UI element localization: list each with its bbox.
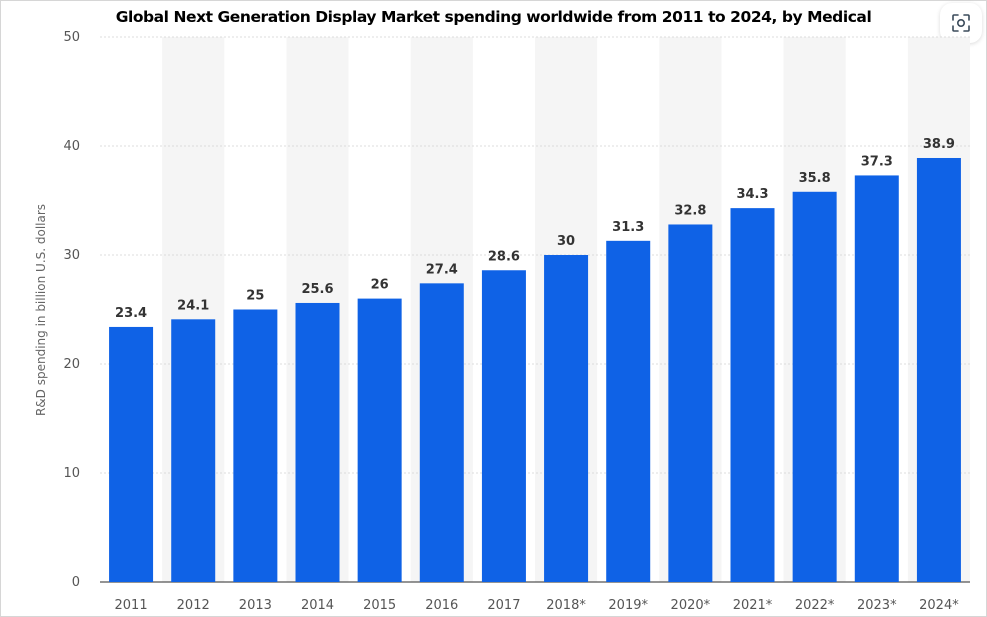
y-tick-label: 50 [63,30,80,45]
x-tick-label: 2014 [301,598,334,613]
y-tick-labels: 0 10 20 30 40 50 [63,30,80,590]
value-label: 32.8 [674,203,706,218]
value-label: 38.9 [923,137,955,152]
x-tick-label: 2015 [363,598,396,613]
bar[interactable] [171,319,216,582]
value-label: 30 [557,234,575,249]
bar[interactable] [233,309,278,583]
focus-expand-icon [952,14,970,32]
bars [109,157,961,583]
value-label: 26 [371,278,389,293]
x-tick-label: 2024* [919,598,959,613]
bar[interactable] [606,240,651,582]
y-axis-title: R&D spending in billion U.S. dollars [34,204,48,416]
x-tick-label: 2011 [115,598,148,613]
value-label: 31.3 [612,220,644,235]
y-tick-label: 0 [72,575,80,590]
x-tick-label: 2020* [671,598,711,613]
value-label: 23.4 [115,306,147,321]
value-label: 24.1 [177,298,209,313]
bar[interactable] [295,302,340,582]
expand-button[interactable] [940,3,982,43]
x-tick-label: 2018* [546,598,586,613]
x-tick-label: 2012 [177,598,210,613]
value-label: 27.4 [426,262,458,277]
y-tick-label: 10 [63,466,80,481]
value-label: 34.3 [736,187,768,202]
x-tick-label: 2017 [487,598,520,613]
value-label: 25 [246,289,264,304]
value-labels: 23.4 24.1 25 25.6 26 27.4 28.6 30 31.3 32.8 34.3 35… [115,137,955,321]
bar[interactable] [544,255,589,582]
y-tick-label: 20 [63,357,80,372]
x-tick-label: 2016 [425,598,458,613]
bar[interactable] [854,175,899,582]
x-tick-labels: 2011 2012 2013 2014 2015 2016 2017 2018* 2019* 20… [115,598,960,613]
value-label: 37.3 [861,154,893,169]
y-tick-label: 40 [63,139,80,154]
x-tick-label: 2022* [795,598,835,613]
bar[interactable] [419,283,464,582]
chart-title: Global Next Generation Display Market sp… [115,8,872,26]
bar[interactable] [357,298,402,582]
bar[interactable] [792,191,837,582]
value-label: 35.8 [799,171,831,186]
x-tick-label: 2013 [239,598,272,613]
bar[interactable] [730,208,775,582]
bar[interactable] [668,224,713,583]
x-tick-label: 2019* [608,598,648,613]
value-label: 28.6 [488,249,520,264]
x-tick-label: 2021* [733,598,773,613]
x-tick-label: 2023* [857,598,897,613]
bar[interactable] [109,326,154,582]
bar[interactable] [481,270,526,582]
value-label: 25.6 [301,282,333,297]
y-tick-label: 30 [63,248,80,263]
bar[interactable] [916,157,961,583]
